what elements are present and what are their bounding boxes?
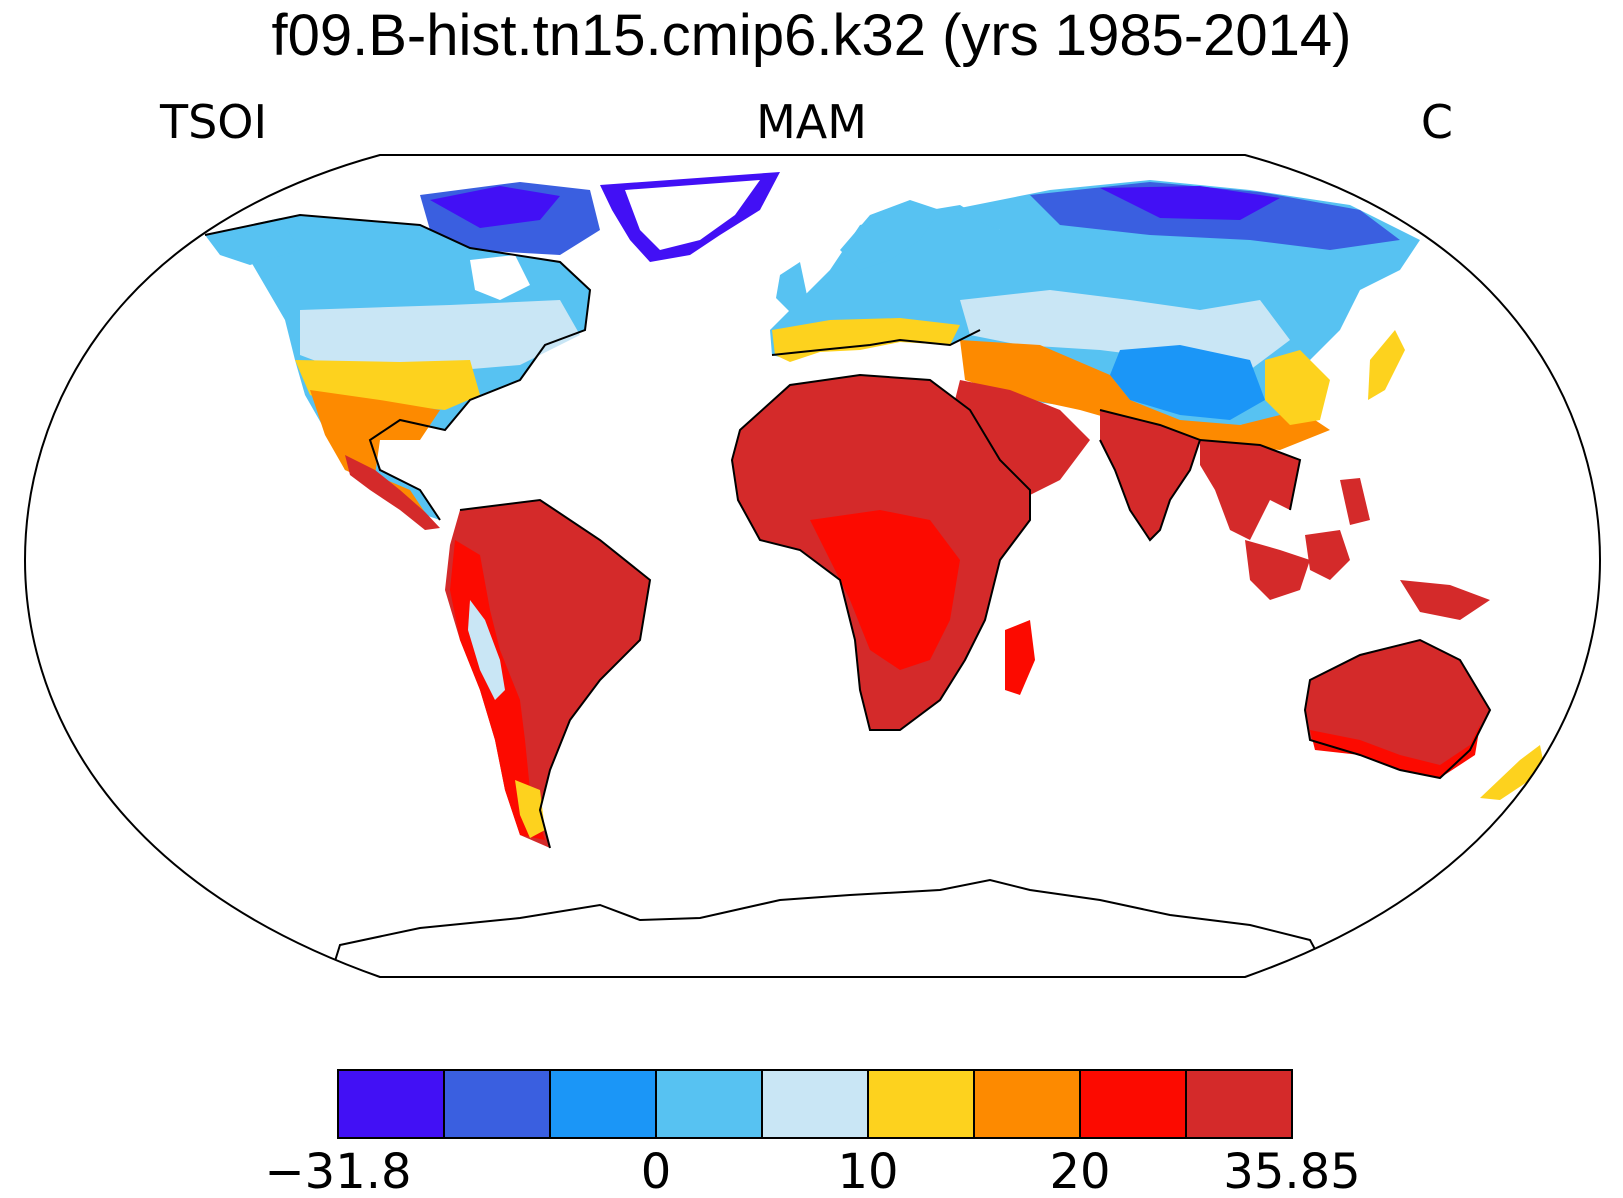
central-america [345,455,440,530]
colorbar-box [1185,1069,1293,1139]
colorbar-tick-label: −31.8 [264,1144,411,1198]
colorbar-box [337,1069,445,1139]
variable-label: TSOI [160,95,268,149]
maritime-continent [1245,540,1310,600]
asia-warm-belt [960,340,1330,450]
central-africa [810,510,960,670]
philippines [1340,478,1370,525]
south-america [445,500,650,848]
australia [1305,640,1490,770]
tibet [1110,345,1265,420]
siberia-coldest [1100,186,1280,220]
coastlines [204,213,1492,849]
colorbar-box [1079,1069,1187,1139]
colorbar-box [443,1069,551,1139]
map-title: f09.B-hist.tn15.cmip6.k32 (yrs 1985-2014… [271,3,1352,68]
season-label: MAM [756,95,867,149]
middle-east [955,380,1090,500]
japan [1368,330,1405,400]
colorbar-tick-label: 20 [1049,1144,1110,1198]
colorbar-tick-label: 10 [837,1144,898,1198]
colorbar-tick-label: 35.85 [1223,1144,1360,1198]
australia-south [1310,725,1480,778]
colorbar-box [549,1069,657,1139]
land-field [205,172,1545,977]
colorbar-tick-label: 0 [641,1144,672,1198]
arctic-islands [430,186,560,228]
world-map [23,154,1602,978]
southeast-asia [1200,440,1300,540]
andes-high [468,600,505,700]
india [1100,410,1200,540]
colorbar-box [867,1069,975,1139]
hudson-bay [470,255,530,300]
colorbar-box [655,1069,763,1139]
new-guinea [1400,580,1490,620]
madagascar [1005,620,1035,695]
central-asia-band [960,290,1290,370]
borneo [1305,530,1350,580]
greenland-ice [625,180,760,250]
scandinavia [840,200,940,270]
patagonia [515,780,545,838]
china-east [1265,350,1330,425]
globe-border [23,154,1602,978]
colorbar-box [761,1069,869,1139]
colorbar-ticks: −31.8 0 10 20 35.85 [264,1144,1360,1198]
units-label: C [1420,95,1453,149]
colorbar-boxes [337,1069,1293,1139]
new-zealand [1480,745,1545,800]
na-cool-band [300,300,580,375]
colorbar-box [973,1069,1081,1139]
uk [776,262,808,312]
antarctica [328,878,1332,977]
